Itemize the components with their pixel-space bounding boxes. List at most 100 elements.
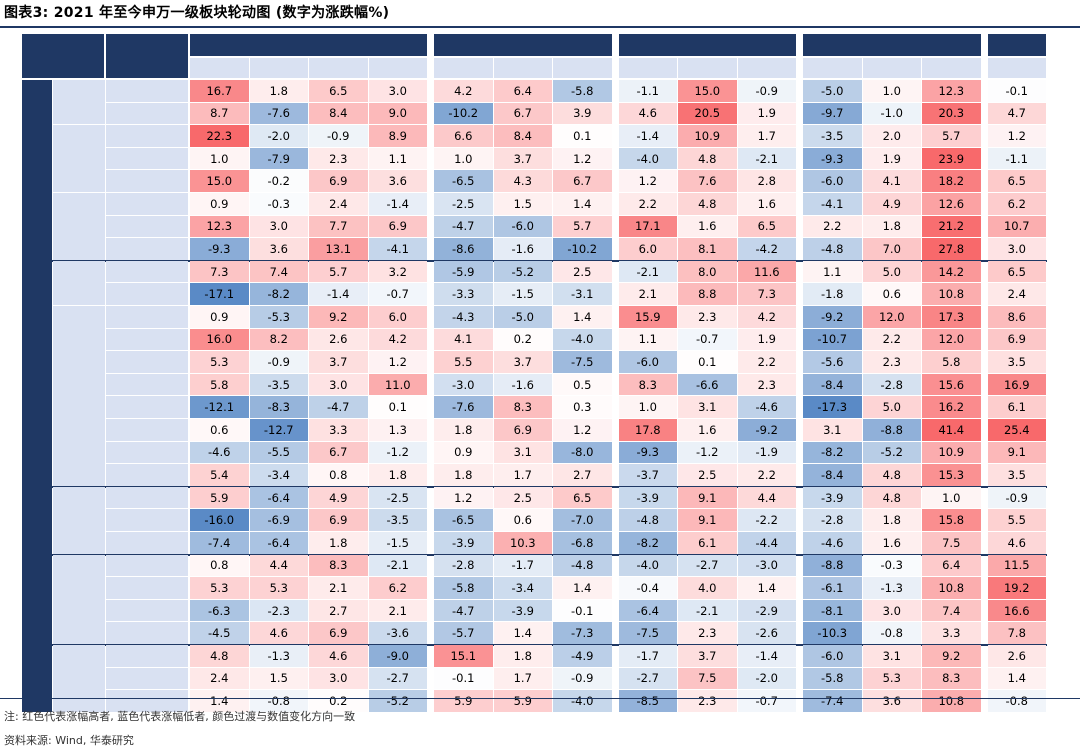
- value-cell: 7.6: [678, 170, 737, 192]
- value-cell: -0.3: [249, 193, 308, 215]
- value-cell: -9.7: [803, 102, 862, 125]
- column-header-12: [922, 58, 981, 78]
- value-cell: 1.8: [862, 509, 921, 531]
- value-cell: 8.4: [493, 125, 552, 147]
- value-cell: 1.2: [368, 351, 427, 373]
- value-cell: 12.3: [190, 215, 249, 238]
- value-cell: 5.0: [862, 260, 921, 283]
- value-cell: 17.3: [922, 306, 981, 328]
- value-cell: 0.1: [678, 351, 737, 373]
- value-cell: -2.1: [737, 147, 796, 170]
- value-cell: -0.1: [434, 667, 493, 690]
- value-cell: 1.4: [737, 577, 796, 599]
- value-cell: 1.0: [190, 147, 249, 170]
- value-cell: 8.3: [922, 667, 981, 690]
- value-cell: 8.3: [493, 396, 552, 418]
- value-cell: -4.7: [434, 215, 493, 238]
- value-cell: 5.4: [190, 464, 249, 486]
- value-cell: -12.1: [190, 396, 249, 418]
- value-cell: 1.2: [618, 170, 677, 192]
- column-header-11: [862, 58, 921, 78]
- value-cell: 1.6: [678, 215, 737, 238]
- value-cell: -1.9: [737, 441, 796, 464]
- value-cell: -7.5: [553, 351, 612, 373]
- figure-title: 图表3: 2021 年至今申万一级板块轮动图 (数字为涨跌幅%): [4, 5, 390, 21]
- value-cell: 19.2: [987, 577, 1046, 599]
- value-cell: 5.9: [434, 690, 493, 712]
- value-cell: 8.1: [678, 238, 737, 260]
- value-cell: 15.8: [922, 509, 981, 531]
- value-cell: 0.6: [493, 509, 552, 531]
- value-cell: -2.9: [737, 599, 796, 622]
- value-cell: 6.0: [368, 306, 427, 328]
- value-cell: 8.0: [678, 260, 737, 283]
- column-header-3: [368, 58, 427, 78]
- value-cell: -8.6: [434, 238, 493, 260]
- industry-label: [106, 667, 188, 690]
- value-cell: -4.6: [737, 396, 796, 418]
- value-cell: -2.5: [434, 193, 493, 215]
- value-cell: -7.0: [553, 509, 612, 531]
- value-cell: 1.9: [737, 102, 796, 125]
- value-cell: -0.1: [987, 80, 1046, 102]
- column-header-1: [249, 58, 308, 78]
- value-cell: 10.8: [922, 577, 981, 599]
- value-cell: 5.3: [249, 577, 308, 599]
- value-cell: 1.8: [249, 80, 308, 102]
- value-cell: -2.5: [368, 486, 427, 509]
- value-cell: -8.8: [862, 419, 921, 441]
- value-cell: 7.8: [987, 622, 1046, 644]
- value-cell: 1.1: [618, 328, 677, 351]
- value-cell: -3.3: [434, 283, 493, 305]
- value-cell: 11.0: [368, 373, 427, 396]
- value-cell: 7.3: [737, 283, 796, 305]
- value-cell: -7.4: [190, 532, 249, 554]
- value-cell: 0.2: [493, 328, 552, 351]
- value-cell: 4.6: [249, 622, 308, 644]
- value-cell: -4.2: [737, 238, 796, 260]
- sector-header: [22, 34, 104, 78]
- value-cell: 2.3: [678, 690, 737, 712]
- value-cell: -4.7: [434, 599, 493, 622]
- value-cell: -4.0: [618, 147, 677, 170]
- value-cell: 3.9: [553, 102, 612, 125]
- value-cell: -5.0: [803, 80, 862, 102]
- sub-sector-label: [53, 306, 105, 486]
- value-cell: 0.5: [553, 373, 612, 396]
- value-cell: -5.2: [368, 690, 427, 712]
- value-cell: -2.2: [737, 509, 796, 531]
- value-cell: -6.5: [434, 170, 493, 192]
- value-cell: 4.8: [862, 486, 921, 509]
- value-cell: -2.7: [618, 667, 677, 690]
- value-cell: -8.8: [803, 554, 862, 577]
- value-cell: 4.8: [678, 193, 737, 215]
- value-cell: -1.4: [737, 645, 796, 667]
- value-cell: -2.6: [737, 622, 796, 644]
- value-cell: 3.0: [309, 667, 368, 690]
- value-cell: 1.9: [862, 147, 921, 170]
- value-cell: 8.6: [987, 306, 1046, 328]
- value-cell: 2.7: [553, 464, 612, 486]
- value-cell: 7.3: [190, 260, 249, 283]
- value-cell: 6.7: [309, 441, 368, 464]
- value-cell: 8.4: [309, 102, 368, 125]
- value-cell: -0.7: [737, 690, 796, 712]
- value-cell: -4.5: [190, 622, 249, 644]
- value-cell: -1.6: [493, 238, 552, 260]
- value-cell: 1.4: [553, 306, 612, 328]
- value-cell: -2.8: [803, 509, 862, 531]
- value-cell: -3.9: [618, 486, 677, 509]
- value-cell: 1.8: [309, 532, 368, 554]
- value-cell: -1.3: [862, 577, 921, 599]
- value-cell: 8.7: [190, 102, 249, 125]
- value-cell: -1.1: [987, 147, 1046, 170]
- value-cell: 4.7: [987, 102, 1046, 125]
- value-cell: 1.4: [987, 667, 1046, 690]
- value-cell: 6.5: [987, 170, 1046, 192]
- value-cell: -0.1: [553, 599, 612, 622]
- value-cell: 6.5: [737, 215, 796, 238]
- industry-header: [106, 34, 188, 78]
- value-cell: 9.1: [987, 441, 1046, 464]
- value-cell: 2.3: [737, 373, 796, 396]
- value-cell: -5.5: [249, 441, 308, 464]
